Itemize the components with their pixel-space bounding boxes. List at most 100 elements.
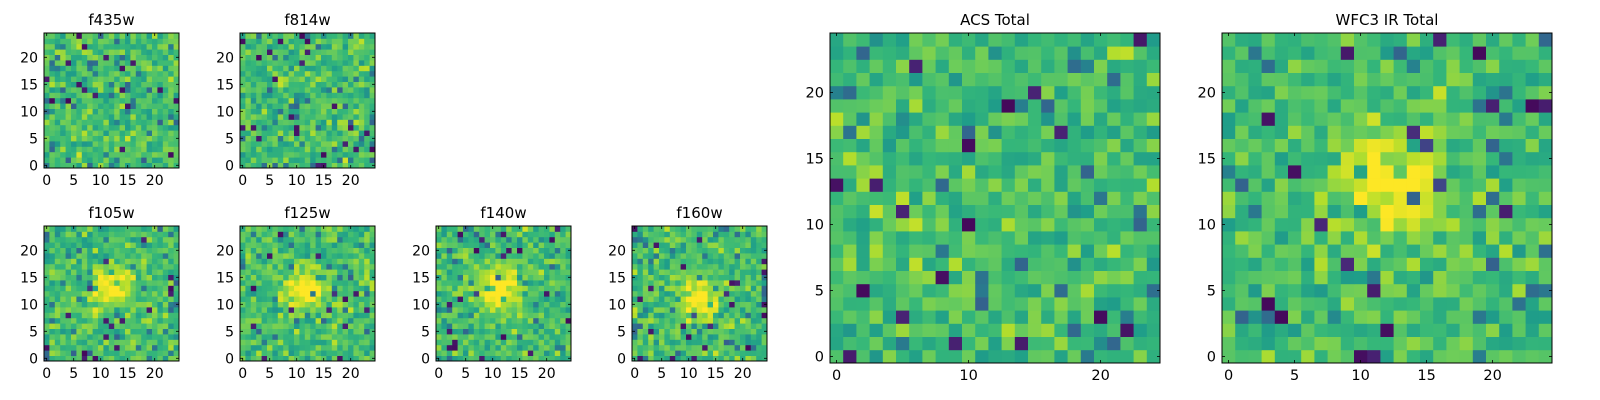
heatmap-cell (962, 191, 976, 205)
heatmap-cell (1459, 257, 1474, 271)
heatmap-cell (98, 108, 104, 115)
heatmap-cell (125, 135, 131, 142)
heatmap-cell (81, 157, 88, 163)
heatmap-cell (1107, 270, 1121, 285)
heatmap-cell (267, 157, 273, 163)
heatmap-cell (750, 290, 757, 297)
heatmap-cell (659, 258, 665, 265)
heatmap-cell (44, 290, 50, 297)
heatmap-cell (527, 301, 534, 308)
heatmap-cell (1459, 165, 1474, 179)
heatmap-cell (1393, 151, 1408, 166)
heatmap-cell (315, 151, 322, 158)
heatmap-cell (76, 70, 83, 77)
heatmap-cell (554, 344, 561, 351)
heatmap-cell (130, 60, 137, 66)
heatmap-cell (304, 236, 311, 243)
heatmap-cell (146, 65, 153, 72)
heatmap-cell (664, 339, 671, 346)
heatmap-cell (162, 339, 169, 346)
heatmap-cell (506, 253, 512, 259)
heatmap-cell (108, 296, 115, 302)
heatmap-cell (135, 247, 142, 254)
heatmap-cell (250, 242, 257, 248)
heatmap-cell (114, 114, 120, 120)
heatmap-cell (1133, 323, 1148, 337)
heatmap-cell (988, 217, 1002, 232)
heatmap-cell (1054, 323, 1068, 337)
heatmap-cell (1472, 297, 1487, 311)
heatmap-cell (103, 242, 110, 248)
heatmap-cell (342, 141, 349, 147)
heatmap-cell (669, 328, 676, 335)
heatmap-cell (337, 236, 343, 243)
heatmap-cell (1094, 244, 1108, 258)
heatmap-cell (1420, 244, 1434, 258)
heatmap-cell (1014, 178, 1029, 192)
heatmap-cell (962, 204, 976, 219)
heatmap-cell (843, 310, 857, 324)
heatmap-cell (342, 97, 349, 104)
heatmap-cell (261, 253, 268, 259)
heatmap-cell (490, 312, 496, 319)
heatmap-cell (734, 253, 741, 259)
heatmap-cell (250, 307, 257, 313)
heatmap-cell (304, 280, 311, 286)
heatmap-cell (761, 317, 768, 324)
heatmap-cell (707, 307, 714, 313)
heatmap-cell (962, 257, 976, 271)
heatmap-cell (642, 296, 649, 302)
heatmap-cell (146, 253, 153, 259)
heatmap-cell (125, 312, 131, 319)
heatmap-cell (680, 355, 687, 362)
heatmap-cell (146, 141, 153, 147)
heatmap-cell (909, 165, 923, 179)
heatmap-cell (517, 285, 523, 292)
heatmap-cell (830, 46, 844, 60)
heatmap-cell (54, 242, 61, 248)
heatmap-cell (337, 60, 343, 66)
heatmap-cell (342, 33, 349, 39)
heatmap-cell (538, 285, 545, 292)
heatmap-cell (675, 226, 681, 232)
heatmap-cell (648, 253, 654, 259)
heatmap-cell (162, 87, 169, 93)
heatmap-cell (882, 165, 897, 179)
heatmap-cell (975, 125, 989, 139)
heatmap-cell (882, 323, 897, 337)
heatmap-cell (310, 247, 316, 254)
heatmap-cell (669, 312, 676, 319)
heatmap-cell (500, 355, 507, 362)
y-tick-label: 20 (216, 50, 234, 66)
heatmap-cell (326, 226, 333, 232)
heatmap-cell (962, 99, 976, 113)
heatmap-cell (1133, 46, 1148, 60)
heatmap-cell (71, 65, 77, 72)
heatmap-cell (1094, 112, 1108, 126)
heatmap-cell (549, 339, 556, 346)
heatmap-cell (108, 43, 115, 50)
heatmap-cell (256, 334, 262, 340)
heatmap-cell (1340, 165, 1355, 179)
heatmap-cell (729, 355, 735, 362)
heatmap-cell (331, 130, 338, 136)
x-tick-label: 0 (630, 366, 639, 382)
heatmap-cell (353, 103, 360, 109)
heatmap-cell (288, 317, 295, 324)
heatmap-cell (1041, 283, 1055, 298)
heatmap-cell (745, 328, 752, 335)
heatmap-cell (756, 269, 762, 275)
heatmap-cell (882, 138, 897, 153)
heatmap-cell (441, 236, 448, 243)
heatmap-cell (81, 339, 88, 346)
heatmap-cell (65, 81, 72, 88)
heatmap-cell (288, 146, 295, 153)
heatmap-cell (152, 87, 158, 93)
heatmap-cell (538, 242, 545, 248)
heatmap-cell (1235, 336, 1249, 351)
heatmap-cell (326, 60, 333, 66)
heatmap-cell (44, 258, 50, 265)
heatmap-cell (441, 339, 448, 346)
heatmap-cell (173, 60, 180, 66)
